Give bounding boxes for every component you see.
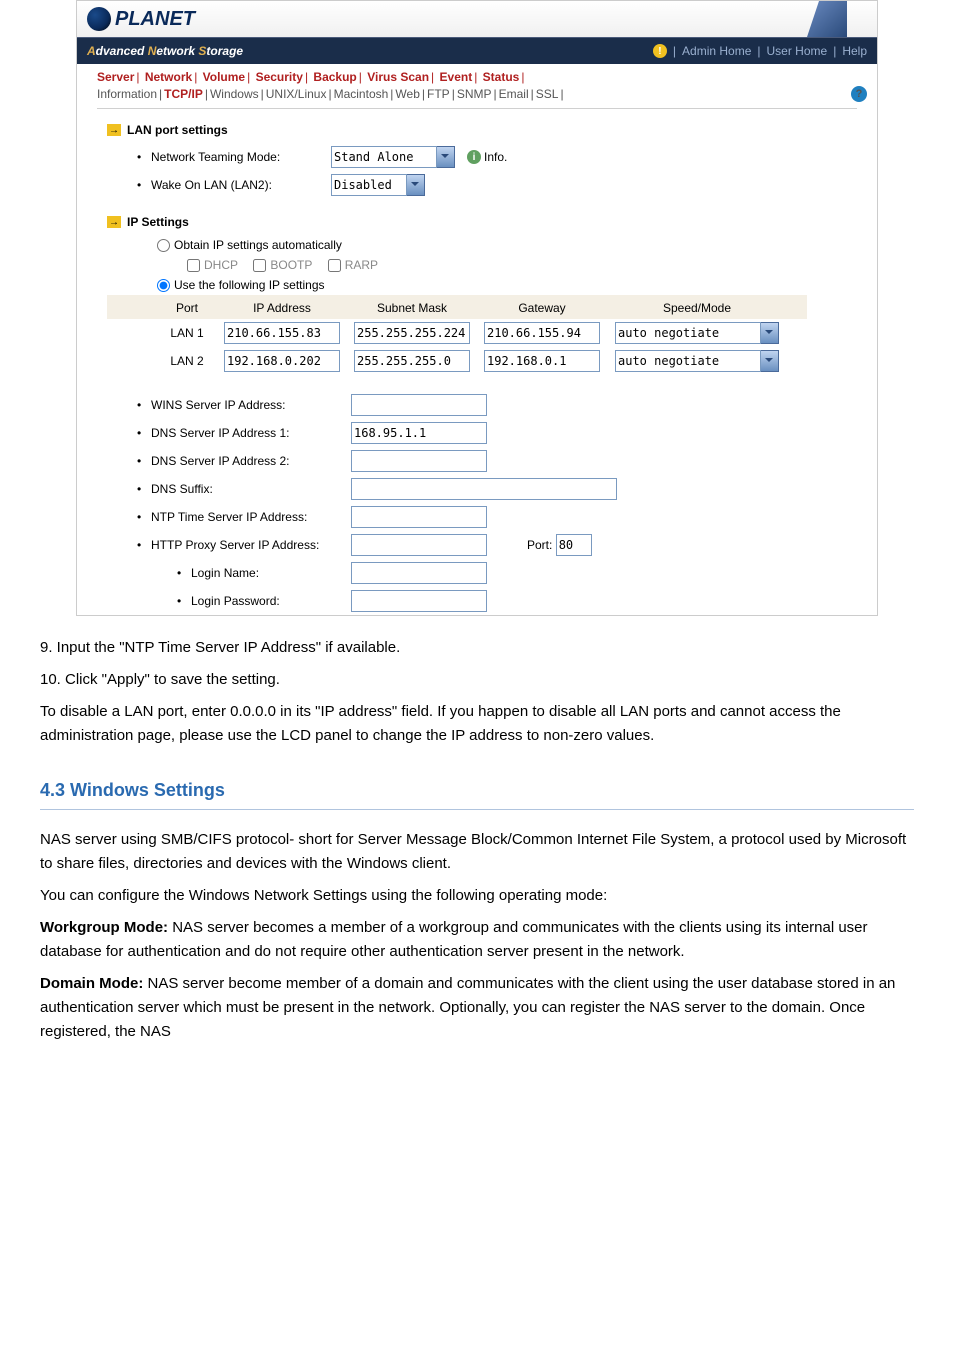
step-10: 10. Click "Apply" to save the setting. bbox=[40, 668, 914, 692]
suffix-input[interactable] bbox=[351, 478, 617, 500]
main-tabs: Server| Network| Volume| Security| Backu… bbox=[77, 64, 877, 84]
tab-virus[interactable]: Virus Scan bbox=[367, 70, 429, 84]
paragraph: Domain Mode: NAS server become member of… bbox=[40, 972, 914, 1044]
help-link[interactable]: Help bbox=[842, 44, 867, 58]
dhcp-checkbox[interactable] bbox=[187, 259, 200, 272]
teaming-select[interactable] bbox=[331, 146, 437, 168]
subtab-snmp[interactable]: SNMP bbox=[457, 87, 492, 101]
lan1-ip-input[interactable] bbox=[224, 322, 340, 344]
sep: | bbox=[833, 44, 836, 58]
rarp-checkbox[interactable] bbox=[328, 259, 341, 272]
screenshot: PLANET Advanced Network Storage ! | Admi… bbox=[76, 0, 878, 616]
logo-icon bbox=[87, 7, 111, 31]
subtab-ftp[interactable]: FTP bbox=[427, 87, 450, 101]
login-label: Login Name: bbox=[191, 566, 351, 580]
subtab-windows[interactable]: Windows bbox=[210, 87, 259, 101]
info-link[interactable]: i Info. bbox=[467, 150, 507, 164]
pw-input[interactable] bbox=[351, 590, 487, 612]
topbar: PLANET bbox=[77, 1, 877, 38]
teaming-label: Network Teaming Mode: bbox=[151, 150, 331, 164]
arrow-icon: → bbox=[107, 124, 121, 136]
table-row: LAN 2 bbox=[107, 347, 857, 375]
radio-static[interactable] bbox=[157, 279, 170, 292]
lan2-ip-input[interactable] bbox=[224, 350, 340, 372]
logo: PLANET bbox=[87, 7, 195, 31]
tab-server[interactable]: Server bbox=[97, 70, 134, 84]
sep: | bbox=[673, 44, 676, 58]
auto-label: Obtain IP settings automatically bbox=[174, 238, 342, 252]
chevron-down-icon[interactable] bbox=[407, 174, 425, 196]
lan1-mask-input[interactable] bbox=[354, 322, 470, 344]
pw-label: Login Password: bbox=[191, 594, 351, 608]
paragraph: You can configure the Windows Network Se… bbox=[40, 884, 914, 908]
ntp-input[interactable] bbox=[351, 506, 487, 528]
subtab-unix[interactable]: UNIX/Linux bbox=[266, 87, 327, 101]
table-row: LAN 1 bbox=[107, 319, 857, 347]
bullet-icon: • bbox=[137, 178, 151, 192]
sub-tabs: Information| TCP/IP| Windows| UNIX/Linux… bbox=[77, 84, 877, 108]
lan2-gw-input[interactable] bbox=[484, 350, 600, 372]
sep: | bbox=[757, 44, 760, 58]
lan2-speed-select[interactable] bbox=[615, 350, 761, 372]
tab-network[interactable]: Network bbox=[145, 70, 192, 84]
help-icon[interactable]: ? bbox=[851, 86, 867, 102]
static-label: Use the following IP settings bbox=[174, 278, 325, 292]
wake-label: Wake On LAN (LAN2): bbox=[151, 178, 331, 192]
dns1-input[interactable] bbox=[351, 422, 487, 444]
login-input[interactable] bbox=[351, 562, 487, 584]
wins-label: WINS Server IP Address: bbox=[151, 398, 351, 412]
radio-auto[interactable] bbox=[157, 239, 170, 252]
info-icon: i bbox=[467, 150, 481, 164]
logo-text: PLANET bbox=[115, 8, 195, 31]
lan-section-heading: → LAN port settings bbox=[107, 117, 857, 143]
lan2-mask-input[interactable] bbox=[354, 350, 470, 372]
suffix-label: DNS Suffix: bbox=[151, 482, 351, 496]
dns1-label: DNS Server IP Address 1: bbox=[151, 426, 351, 440]
chevron-down-icon[interactable] bbox=[761, 350, 779, 372]
tab-backup[interactable]: Backup bbox=[313, 70, 356, 84]
arrow-icon: → bbox=[107, 216, 121, 228]
port-input[interactable] bbox=[556, 534, 592, 556]
ip-table-header: Port IP Address Subnet Mask Gateway Spee… bbox=[107, 295, 807, 319]
subtab-mac[interactable]: Macintosh bbox=[334, 87, 389, 101]
tab-status[interactable]: Status bbox=[483, 70, 520, 84]
subtab-info[interactable]: Information bbox=[97, 87, 157, 101]
proxy-input[interactable] bbox=[351, 534, 487, 556]
subtab-web[interactable]: Web bbox=[395, 87, 419, 101]
lan1-gw-input[interactable] bbox=[484, 322, 600, 344]
product-title: Advanced Network Storage bbox=[87, 44, 243, 58]
document-content: 9. Input the "NTP Time Server IP Address… bbox=[30, 636, 924, 1044]
step-9: 9. Input the "NTP Time Server IP Address… bbox=[40, 636, 914, 660]
section-title: 4.3 Windows Settings bbox=[40, 776, 914, 810]
paragraph: NAS server using SMB/CIFS protocol- shor… bbox=[40, 828, 914, 876]
proxy-label: HTTP Proxy Server IP Address: bbox=[151, 538, 351, 552]
lan1-speed-select[interactable] bbox=[615, 322, 761, 344]
wake-select[interactable] bbox=[331, 174, 407, 196]
alert-icon[interactable]: ! bbox=[653, 44, 667, 58]
port-label: Port: bbox=[527, 538, 552, 552]
tab-security[interactable]: Security bbox=[256, 70, 303, 84]
subtab-ssl[interactable]: SSL bbox=[536, 87, 559, 101]
bullet-icon: • bbox=[137, 150, 151, 164]
chevron-down-icon[interactable] bbox=[437, 146, 455, 168]
ip-section-heading: → IP Settings bbox=[107, 209, 857, 235]
paragraph: Workgroup Mode: NAS server becomes a mem… bbox=[40, 916, 914, 964]
subtab-email[interactable]: Email bbox=[499, 87, 529, 101]
user-home-link[interactable]: User Home bbox=[767, 44, 828, 58]
ntp-label: NTP Time Server IP Address: bbox=[151, 510, 351, 524]
dns2-input[interactable] bbox=[351, 450, 487, 472]
admin-home-link[interactable]: Admin Home bbox=[682, 44, 751, 58]
note: To disable a LAN port, enter 0.0.0.0 in … bbox=[40, 700, 914, 748]
chevron-down-icon[interactable] bbox=[761, 322, 779, 344]
tab-volume[interactable]: Volume bbox=[203, 70, 245, 84]
wins-input[interactable] bbox=[351, 394, 487, 416]
titlebar: Advanced Network Storage ! | Admin Home … bbox=[77, 38, 877, 64]
subtab-tcpip[interactable]: TCP/IP bbox=[164, 87, 203, 101]
dns2-label: DNS Server IP Address 2: bbox=[151, 454, 351, 468]
bootp-checkbox[interactable] bbox=[253, 259, 266, 272]
tab-event[interactable]: Event bbox=[440, 70, 473, 84]
